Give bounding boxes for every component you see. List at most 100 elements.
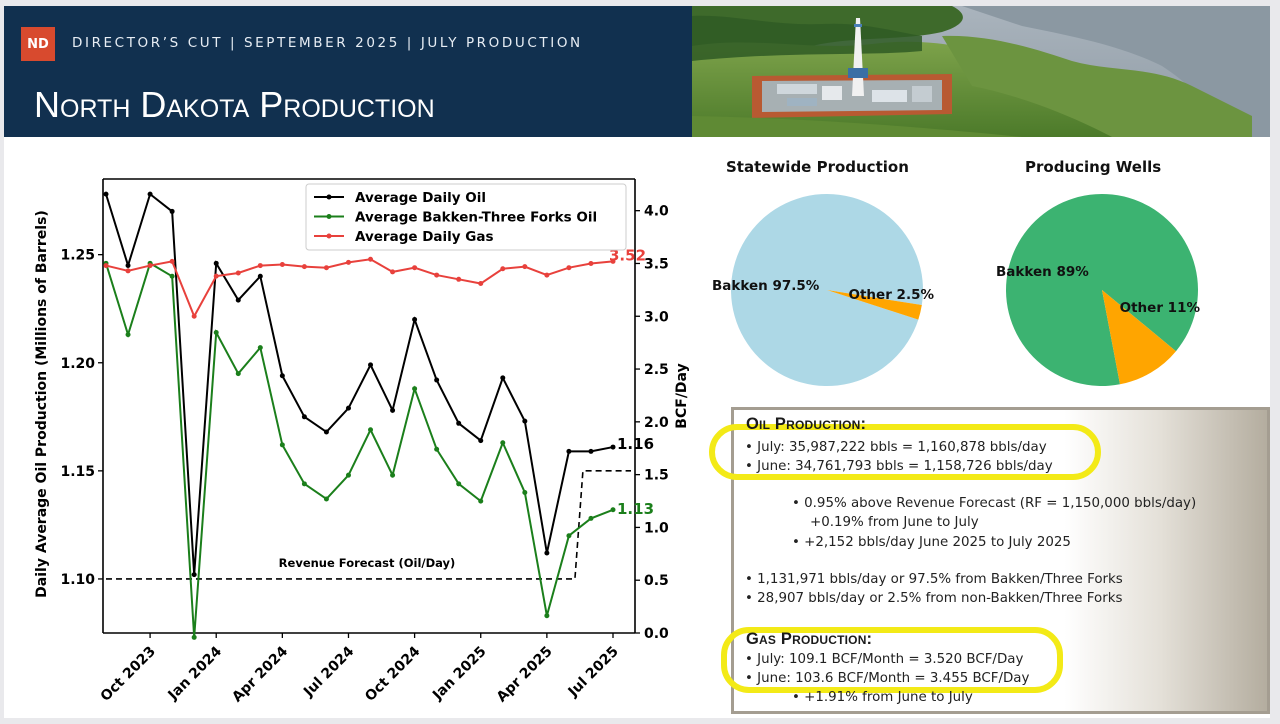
data-point	[125, 268, 131, 274]
y2-tick-label: 0.5	[644, 573, 669, 589]
series-average-daily-gas	[103, 256, 616, 319]
x-tick-label: Oct 2023	[98, 644, 159, 705]
y2-axis-label: BCF/Day	[674, 363, 690, 428]
data-point	[390, 269, 396, 275]
x-tick-label: Apr 2025	[494, 644, 556, 706]
series-subtitle: DIRECTOR’S CUT | SEPTEMBER 2025 | JULY P…	[72, 35, 583, 51]
data-point	[588, 448, 594, 454]
data-point	[169, 208, 175, 214]
pie-slice-other	[1102, 290, 1176, 385]
data-point	[279, 262, 285, 268]
non-bakken-share-line: • 28,907 bbls/day or 2.5% from non-Bakke…	[745, 591, 1123, 606]
end-label-gas: 3.52	[609, 246, 646, 264]
legend-label: Average Daily Gas	[355, 229, 494, 245]
data-point	[169, 258, 175, 264]
oil-rig-landscape-photo	[692, 6, 1270, 137]
data-point	[522, 418, 528, 424]
month-over-month-pct: +0.19% from June to July	[810, 515, 979, 530]
y2-tick-label: 1.0	[644, 520, 669, 536]
y2-tick-label: 0.0	[644, 626, 669, 642]
forecast-comparison: • 0.95% above Revenue Forecast (RF = 1,1…	[792, 496, 1197, 511]
data-point	[191, 313, 197, 319]
data-point	[456, 420, 462, 426]
series-average-daily-oil	[103, 191, 616, 578]
data-point	[390, 472, 396, 478]
data-point	[301, 414, 307, 420]
data-point	[412, 265, 418, 271]
y-tick-label: 1.15	[60, 464, 95, 480]
data-point	[566, 533, 572, 539]
pie-label-other: Other 2.5%	[849, 287, 935, 303]
oil-highlight-marker	[709, 424, 1101, 480]
header-banner: ND DIRECTOR’S CUT | SEPTEMBER 2025 | JUL…	[4, 6, 692, 137]
producing-wells-title: Producing Wells	[1025, 158, 1162, 176]
gas-change-line: • +1.91% from June to July	[792, 690, 973, 705]
data-point	[191, 634, 197, 640]
x-tick-label: Jan 2025	[429, 644, 489, 704]
data-point	[434, 446, 440, 452]
y2-tick-label: 4.0	[644, 204, 669, 220]
data-point	[566, 448, 572, 454]
page-title: North Dakota Production	[34, 84, 435, 125]
data-point	[345, 259, 351, 265]
y2-tick-label: 1.5	[644, 468, 669, 484]
statewide-production-title: Statewide Production	[726, 158, 909, 176]
data-point	[235, 270, 241, 276]
y2-tick-label: 2.5	[644, 362, 669, 378]
series-line	[105, 261, 614, 638]
data-point	[301, 481, 307, 487]
data-point	[323, 429, 329, 435]
data-point	[147, 191, 153, 197]
data-point	[566, 265, 572, 271]
data-point	[301, 264, 307, 270]
end-label-bakken: 1.13	[617, 500, 654, 518]
data-point	[103, 263, 109, 269]
pie-slice-other	[827, 290, 922, 320]
y-tick-label: 1.25	[60, 248, 95, 264]
data-point	[279, 373, 285, 379]
pie-label-other: Other 11%	[1120, 300, 1201, 316]
data-point	[191, 572, 197, 578]
data-point	[500, 440, 506, 446]
data-point	[478, 438, 484, 444]
end-label-oil: 1.16	[617, 435, 654, 453]
gas-production-heading: Gas Production:	[746, 630, 873, 648]
series-line	[105, 192, 614, 575]
y-tick-label: 1.20	[60, 356, 95, 372]
y-axis-label: Daily Average Oil Production (Millions o…	[34, 210, 50, 598]
data-point	[390, 407, 396, 413]
data-point	[235, 371, 241, 377]
data-point	[500, 375, 506, 381]
data-point	[500, 266, 506, 272]
data-point	[147, 263, 153, 269]
data-point	[169, 273, 175, 279]
y2-tick-label: 2.0	[644, 415, 669, 431]
data-point	[345, 405, 351, 411]
chart-legend: Average Daily Oil Average Bakken-Three Fo…	[305, 183, 627, 251]
pie-label-bakken: Bakken 89%	[996, 264, 1089, 280]
month-over-month-bbls: • +2,152 bbls/day June 2025 to July 2025	[792, 535, 1071, 550]
data-point	[610, 258, 616, 264]
data-point	[345, 472, 351, 478]
data-point	[257, 345, 263, 351]
legend-box	[305, 183, 627, 251]
legend-swatch-marker	[326, 194, 332, 200]
legend-label: Average Bakken-Three Forks Oil	[355, 210, 597, 226]
data-point	[456, 276, 462, 282]
pie-label-bakken: Bakken 97.5%	[712, 278, 820, 294]
revenue-forecast-line	[106, 470, 631, 580]
production-summary-box: Oil Production: • July: 35,987,222 bbls …	[709, 407, 1270, 714]
data-point	[368, 427, 374, 433]
data-point	[522, 489, 528, 495]
data-point	[478, 498, 484, 504]
legend-label: Average Daily Oil	[355, 190, 486, 206]
bakken-share-line: • 1,131,971 bbls/day or 97.5% from Bakke…	[745, 572, 1123, 587]
pie-charts: Bakken 97.5% Other 2.5% Bakken 89% Other 1…	[712, 194, 1201, 387]
data-point	[103, 191, 109, 197]
data-point	[257, 273, 263, 279]
data-point	[478, 281, 484, 287]
x-tick-label: Apr 2024	[229, 643, 291, 705]
oil-production-heading: Oil Production:	[746, 415, 867, 433]
data-point	[213, 329, 219, 335]
data-point	[544, 613, 550, 619]
